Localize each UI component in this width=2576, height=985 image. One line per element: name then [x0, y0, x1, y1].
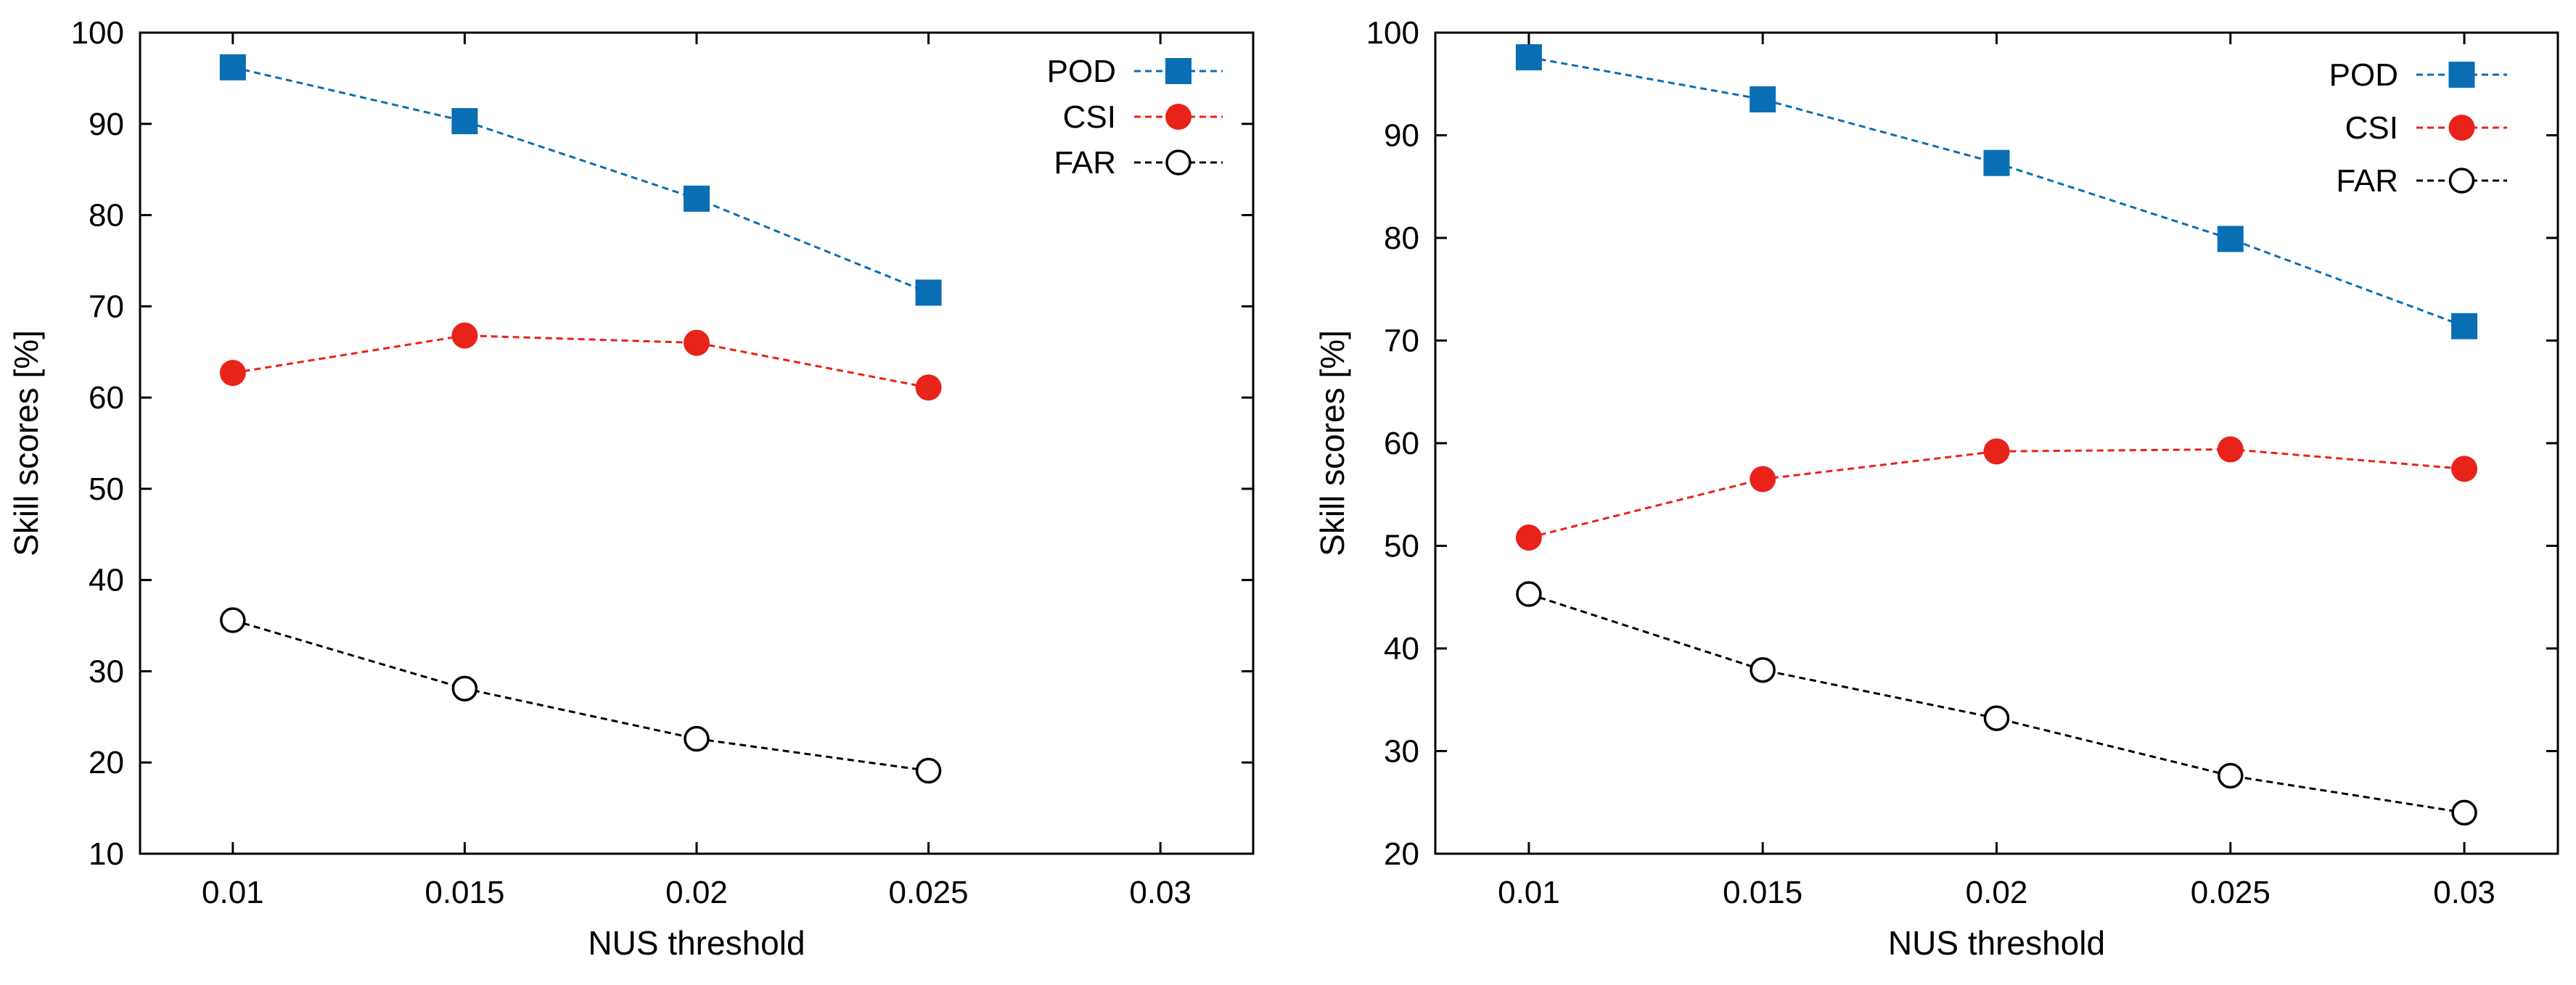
series-pod	[1515, 44, 2478, 339]
legend-entry-pod: POD	[1047, 54, 1223, 89]
csi-point	[451, 322, 478, 349]
legend-label: POD	[2329, 57, 2398, 93]
chart-panel-2: 20 30 40 50 60 70 80 90 100 0.01 0.015 0.02 0.025 0.0…	[1313, 15, 2559, 962]
legend-marker	[1165, 104, 1191, 130]
y-tick-label: 70	[89, 289, 124, 324]
series-line	[232, 334, 929, 389]
far-point	[2218, 762, 2244, 789]
far-point	[1983, 705, 2010, 731]
y-tick-label: 60	[1384, 426, 1419, 461]
y-tick-label: 90	[89, 107, 124, 142]
y-tick-label: 100	[1366, 15, 1419, 51]
y-tick-label: 30	[89, 654, 124, 689]
x-tick-label: 0.02	[1966, 875, 2028, 910]
x-tick-label: 0.03	[1129, 875, 1191, 910]
series-csi	[1515, 436, 2478, 551]
y-tick-label: 30	[1384, 734, 1419, 770]
legend-label: FAR	[2336, 163, 2398, 199]
legend-entry-pod: POD	[2329, 57, 2507, 93]
pod-point	[1983, 149, 2010, 176]
legend-entry-csi: CSI	[1063, 99, 1223, 135]
x-tick-label: 0.01	[202, 875, 264, 910]
legend-label: FAR	[1054, 145, 1116, 181]
y-tick-label: 50	[1384, 529, 1419, 564]
series-csi	[219, 322, 942, 401]
pod-point	[684, 185, 710, 212]
series-line	[1528, 448, 2465, 539]
legend-entry-csi: CSI	[2345, 110, 2507, 146]
series-pod	[219, 54, 942, 306]
far-point	[915, 757, 942, 784]
x-tick-label: 0.025	[2191, 875, 2271, 910]
y-axis-label: Skill scores [%]	[7, 330, 45, 556]
csi-point	[1750, 466, 1776, 492]
pod-point	[1750, 86, 1776, 112]
series-far	[220, 607, 942, 784]
legend-entry-far: FAR	[1054, 145, 1223, 181]
x-tick-label: 0.015	[424, 875, 504, 910]
far-point	[451, 675, 478, 702]
y-tick-label: 70	[1384, 323, 1419, 359]
legend-marker	[2448, 62, 2475, 88]
pod-point	[915, 279, 942, 306]
far-point	[1750, 656, 1776, 683]
pod-point	[2451, 313, 2478, 339]
pod-point	[451, 108, 478, 135]
csi-point	[684, 329, 710, 356]
y-tick-label: 40	[1384, 631, 1419, 667]
legend-label: POD	[1047, 54, 1116, 89]
legend-entry-far: FAR	[2336, 163, 2507, 199]
far-point	[2451, 799, 2477, 826]
legend-marker	[2448, 115, 2475, 141]
pod-point	[219, 54, 246, 81]
y-tick-label: 40	[89, 563, 124, 598]
csi-point	[2217, 436, 2244, 463]
y-tick-label: 20	[1384, 836, 1419, 872]
x-tick-label: 0.015	[1723, 875, 1802, 910]
far-point	[684, 725, 710, 752]
y-tick-label: 10	[89, 836, 124, 872]
legend-label: CSI	[1063, 99, 1116, 135]
y-tick-label: 80	[89, 198, 124, 234]
far-point	[220, 607, 246, 633]
csi-point	[219, 360, 246, 387]
legend-marker	[1165, 149, 1191, 176]
series-line	[1528, 593, 2465, 814]
legend-marker	[2448, 168, 2475, 194]
x-axis-label: NUS threshold	[1888, 924, 2105, 962]
pod-point	[2217, 226, 2244, 252]
x-tick-label: 0.01	[1498, 875, 1560, 910]
y-tick-label: 100	[71, 15, 124, 51]
x-axis-label: NUS threshold	[588, 924, 805, 962]
y-tick-label: 20	[89, 745, 124, 780]
x-tick-label: 0.02	[665, 875, 728, 910]
y-tick-label: 90	[1384, 118, 1419, 154]
series-far	[1516, 581, 2477, 826]
series-line	[1528, 56, 2465, 328]
csi-point	[1983, 438, 2010, 465]
csi-point	[2451, 456, 2478, 482]
legend-marker	[1165, 58, 1191, 84]
csi-point	[915, 374, 942, 401]
x-tick-label: 0.03	[2433, 875, 2495, 910]
y-axis-label: Skill scores [%]	[1313, 330, 1351, 556]
legend-label: CSI	[2345, 110, 2398, 146]
csi-point	[1515, 524, 1542, 551]
series-line	[232, 66, 930, 294]
series-line	[232, 619, 929, 772]
y-tick-label: 80	[1384, 221, 1419, 256]
pod-point	[1515, 44, 1542, 70]
far-point	[1516, 581, 1542, 607]
x-tick-label: 0.025	[889, 875, 969, 910]
chart-panel-1: 10 20 30 40 50 60 70 80 90 100 0.01 0.015 0.02 0.025 0…	[7, 15, 1255, 962]
y-tick-label: 60	[89, 380, 124, 416]
y-tick-label: 50	[89, 471, 124, 507]
